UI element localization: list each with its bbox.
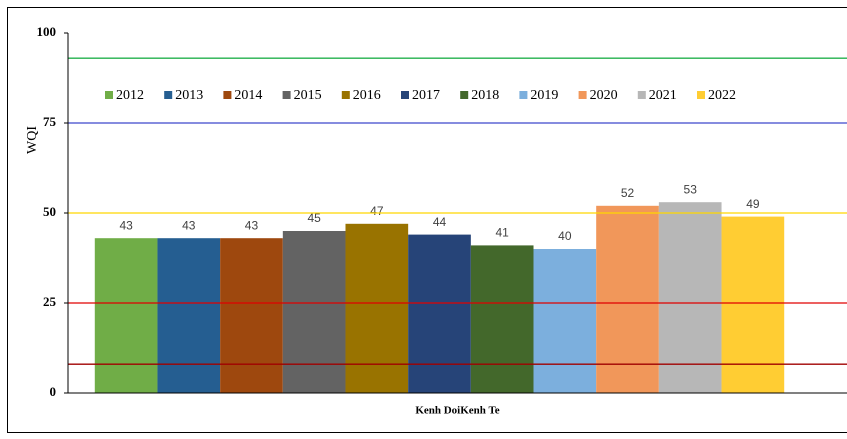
data-label: 44	[433, 215, 447, 229]
data-label: 49	[746, 197, 760, 211]
legend-label: 2021	[649, 88, 677, 103]
bar	[220, 238, 283, 393]
bar	[470, 245, 534, 393]
bar	[533, 249, 597, 393]
legend-swatch	[519, 91, 528, 99]
legend-swatch	[282, 91, 291, 99]
legend-label: 2017	[412, 88, 440, 103]
x-tick-label: Kenh DoiKenh Te	[415, 405, 499, 417]
bar	[721, 216, 785, 393]
data-label: 47	[370, 204, 384, 218]
y-tick-label: 100	[37, 24, 57, 39]
bar	[345, 223, 409, 393]
bar	[658, 202, 722, 393]
bar	[157, 238, 221, 393]
legend-label: 2019	[530, 88, 558, 103]
legend-label: 2012	[116, 88, 144, 103]
legend-label: 2020	[590, 88, 618, 103]
data-label: 41	[495, 226, 509, 240]
data-label: 43	[119, 218, 133, 232]
data-label: 43	[245, 218, 259, 232]
legend-swatch	[105, 91, 113, 99]
data-label: 40	[558, 229, 572, 243]
y-tick-label: 75	[43, 114, 57, 129]
y-axis-label: WQI	[25, 126, 40, 154]
legend-swatch	[578, 91, 587, 99]
legend-label: 2013	[175, 88, 203, 103]
legend-swatch	[637, 91, 646, 99]
legend-label: 2022	[708, 88, 736, 103]
data-label: 45	[307, 211, 321, 225]
legend-label: 2016	[353, 88, 381, 103]
bar	[94, 238, 158, 393]
legend-swatch	[401, 91, 409, 99]
y-tick-label: 25	[43, 294, 57, 309]
legend-label: 2015	[294, 88, 322, 103]
legend-label: 2018	[471, 88, 499, 103]
bar	[282, 231, 346, 393]
legend-label: 2014	[234, 88, 262, 103]
legend-swatch	[460, 91, 469, 99]
bar	[596, 205, 659, 393]
legend-swatch	[223, 91, 232, 99]
data-label: 43	[182, 218, 196, 232]
y-tick-label: 50	[43, 204, 56, 219]
legend-swatch	[697, 91, 705, 99]
y-tick-label: 0	[50, 384, 57, 399]
data-label: 52	[621, 186, 635, 200]
bar	[408, 234, 471, 393]
legend-swatch	[164, 91, 173, 99]
data-label: 53	[684, 182, 698, 196]
legend-swatch	[341, 91, 350, 99]
